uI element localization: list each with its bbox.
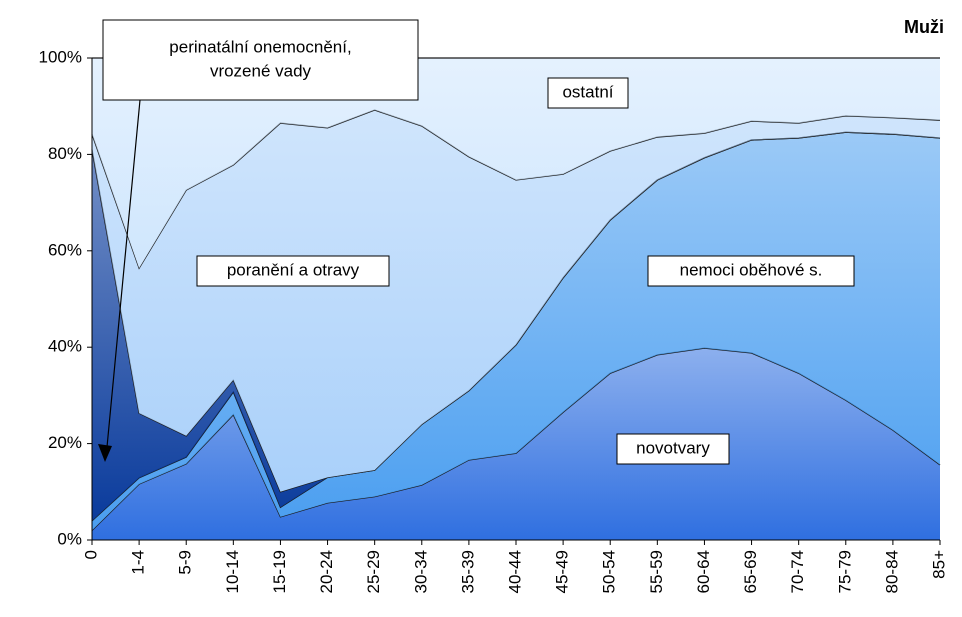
annotation-box: [547, 77, 629, 109]
x-tick-label: 50-54: [600, 550, 619, 593]
area: [92, 348, 940, 540]
x-tick-label: 0: [81, 550, 100, 559]
annotation-box: [102, 19, 419, 101]
x-tick-label: 1-4: [129, 550, 148, 575]
annotation: novotvary: [636, 438, 710, 457]
annotation-box: [196, 255, 390, 287]
x-tick-label: 35-39: [458, 550, 477, 593]
y-tick-label: 100%: [39, 47, 82, 66]
x-tick-label: 60-64: [694, 550, 713, 593]
area: [92, 58, 940, 269]
x-tick-label: 25-29: [364, 550, 383, 593]
annotation: perinatální onemocnění,: [169, 37, 351, 56]
y-tick-label: 80%: [48, 144, 82, 163]
x-tick-label: 10-14: [223, 550, 242, 593]
x-tick-label: 5-9: [176, 550, 195, 575]
annotation-box: [616, 433, 730, 465]
y-tick-label: 40%: [48, 337, 82, 356]
annotation-box: [647, 255, 855, 287]
y-tick-label: 20%: [48, 433, 82, 452]
arrow: [106, 99, 141, 448]
annotation: nemoci oběhové s.: [680, 260, 823, 279]
x-tick-label: 40-44: [505, 550, 524, 593]
y-tick-label: 0%: [57, 529, 82, 548]
annotation: ostatní: [562, 82, 613, 101]
annotation: vrozené vady: [210, 61, 312, 80]
x-tick-label: 80-84: [882, 550, 901, 593]
x-tick-label: 65-69: [741, 550, 760, 593]
x-tick-label: 85+: [929, 550, 948, 579]
x-tick-label: 55-59: [647, 550, 666, 593]
y-tick-label: 60%: [48, 240, 82, 259]
x-tick-label: 30-34: [411, 550, 430, 593]
area: [92, 132, 940, 531]
annotation: poranění a otravy: [227, 260, 360, 279]
x-tick-label: 20-24: [317, 550, 336, 593]
chart-title: Muži: [904, 17, 944, 37]
area: [92, 110, 940, 492]
x-tick-label: 45-49: [553, 550, 572, 593]
x-tick-label: 15-19: [270, 550, 289, 593]
x-tick-label: 75-79: [835, 550, 854, 593]
x-tick-label: 70-74: [788, 550, 807, 593]
arrow-head: [98, 444, 112, 462]
